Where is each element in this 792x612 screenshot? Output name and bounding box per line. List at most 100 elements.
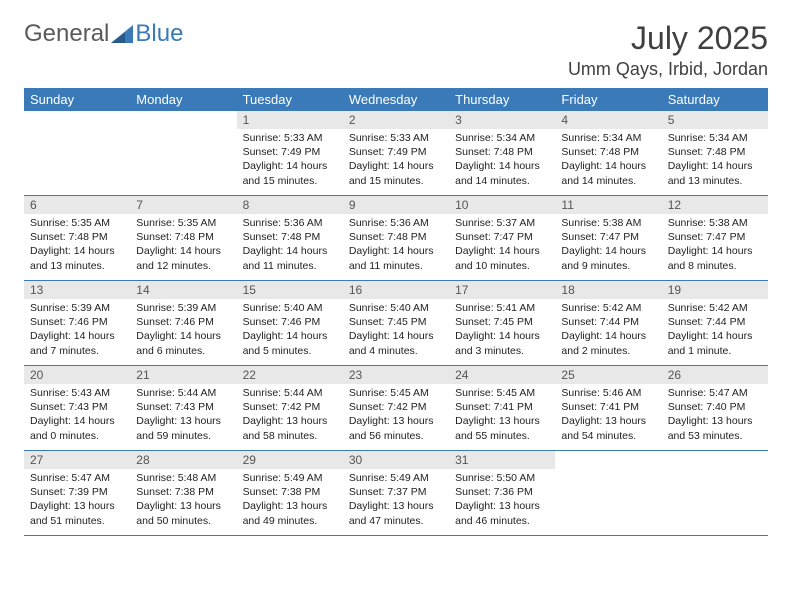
- daylight-text: Daylight: 14 hours and 5 minutes.: [243, 329, 337, 357]
- day-details: Sunrise: 5:43 AMSunset: 7:43 PMDaylight:…: [24, 384, 130, 447]
- day-number: 2: [343, 111, 449, 129]
- daylight-text: Daylight: 14 hours and 7 minutes.: [30, 329, 124, 357]
- calendar-cell: 5Sunrise: 5:34 AMSunset: 7:48 PMDaylight…: [662, 111, 768, 196]
- sunset-text: Sunset: 7:45 PM: [455, 315, 549, 329]
- day-details: Sunrise: 5:44 AMSunset: 7:43 PMDaylight:…: [130, 384, 236, 447]
- sunrise-text: Sunrise: 5:40 AM: [243, 301, 337, 315]
- daylight-text: Daylight: 13 hours and 58 minutes.: [243, 414, 337, 442]
- sunset-text: Sunset: 7:36 PM: [455, 485, 549, 499]
- day-number: 22: [237, 366, 343, 384]
- calendar-cell: 30Sunrise: 5:49 AMSunset: 7:37 PMDayligh…: [343, 451, 449, 536]
- day-number: 26: [662, 366, 768, 384]
- calendar-week-row: 1Sunrise: 5:33 AMSunset: 7:49 PMDaylight…: [24, 111, 768, 196]
- daylight-text: Daylight: 14 hours and 14 minutes.: [561, 159, 655, 187]
- sunrise-text: Sunrise: 5:42 AM: [561, 301, 655, 315]
- daylight-text: Daylight: 14 hours and 15 minutes.: [243, 159, 337, 187]
- sunset-text: Sunset: 7:48 PM: [30, 230, 124, 244]
- calendar-cell: 13Sunrise: 5:39 AMSunset: 7:46 PMDayligh…: [24, 281, 130, 366]
- day-details: Sunrise: 5:39 AMSunset: 7:46 PMDaylight:…: [24, 299, 130, 362]
- day-details: Sunrise: 5:40 AMSunset: 7:46 PMDaylight:…: [237, 299, 343, 362]
- sunrise-text: Sunrise: 5:39 AM: [30, 301, 124, 315]
- day-details: Sunrise: 5:34 AMSunset: 7:48 PMDaylight:…: [555, 129, 661, 192]
- day-details: Sunrise: 5:38 AMSunset: 7:47 PMDaylight:…: [555, 214, 661, 277]
- day-details: Sunrise: 5:36 AMSunset: 7:48 PMDaylight:…: [343, 214, 449, 277]
- daylight-text: Daylight: 14 hours and 15 minutes.: [349, 159, 443, 187]
- logo-text-1: General: [24, 20, 109, 48]
- daylight-text: Daylight: 14 hours and 4 minutes.: [349, 329, 443, 357]
- sunset-text: Sunset: 7:38 PM: [243, 485, 337, 499]
- day-number: 20: [24, 366, 130, 384]
- day-details: Sunrise: 5:50 AMSunset: 7:36 PMDaylight:…: [449, 469, 555, 532]
- sunrise-text: Sunrise: 5:38 AM: [561, 216, 655, 230]
- day-details: Sunrise: 5:45 AMSunset: 7:42 PMDaylight:…: [343, 384, 449, 447]
- day-number: 30: [343, 451, 449, 469]
- calendar-cell: [130, 111, 236, 196]
- sunrise-text: Sunrise: 5:44 AM: [136, 386, 230, 400]
- day-details: Sunrise: 5:46 AMSunset: 7:41 PMDaylight:…: [555, 384, 661, 447]
- sunset-text: Sunset: 7:49 PM: [349, 145, 443, 159]
- day-details: Sunrise: 5:33 AMSunset: 7:49 PMDaylight:…: [237, 129, 343, 192]
- logo: General Blue: [24, 20, 183, 48]
- calendar-cell: 18Sunrise: 5:42 AMSunset: 7:44 PMDayligh…: [555, 281, 661, 366]
- day-number: 5: [662, 111, 768, 129]
- day-number: 24: [449, 366, 555, 384]
- sunrise-text: Sunrise: 5:36 AM: [243, 216, 337, 230]
- day-details: Sunrise: 5:42 AMSunset: 7:44 PMDaylight:…: [662, 299, 768, 362]
- sunset-text: Sunset: 7:48 PM: [349, 230, 443, 244]
- weekday-header: Wednesday: [343, 88, 449, 111]
- sunset-text: Sunset: 7:40 PM: [668, 400, 762, 414]
- sunset-text: Sunset: 7:37 PM: [349, 485, 443, 499]
- sunrise-text: Sunrise: 5:33 AM: [243, 131, 337, 145]
- day-number: 28: [130, 451, 236, 469]
- calendar-cell: 9Sunrise: 5:36 AMSunset: 7:48 PMDaylight…: [343, 196, 449, 281]
- day-number: 11: [555, 196, 661, 214]
- day-number: 14: [130, 281, 236, 299]
- day-number: 1: [237, 111, 343, 129]
- weekday-header: Saturday: [662, 88, 768, 111]
- sunset-text: Sunset: 7:44 PM: [668, 315, 762, 329]
- sunset-text: Sunset: 7:47 PM: [668, 230, 762, 244]
- day-details: Sunrise: 5:33 AMSunset: 7:49 PMDaylight:…: [343, 129, 449, 192]
- calendar-cell: 7Sunrise: 5:35 AMSunset: 7:48 PMDaylight…: [130, 196, 236, 281]
- day-number: 18: [555, 281, 661, 299]
- calendar-cell: 8Sunrise: 5:36 AMSunset: 7:48 PMDaylight…: [237, 196, 343, 281]
- calendar-cell: 25Sunrise: 5:46 AMSunset: 7:41 PMDayligh…: [555, 366, 661, 451]
- page-title: July 2025: [568, 20, 768, 57]
- daylight-text: Daylight: 14 hours and 11 minutes.: [243, 244, 337, 272]
- day-number: 19: [662, 281, 768, 299]
- calendar-cell: [662, 451, 768, 536]
- daylight-text: Daylight: 14 hours and 9 minutes.: [561, 244, 655, 272]
- calendar-body: 1Sunrise: 5:33 AMSunset: 7:49 PMDaylight…: [24, 111, 768, 536]
- daylight-text: Daylight: 13 hours and 49 minutes.: [243, 499, 337, 527]
- weekday-header: Friday: [555, 88, 661, 111]
- sunrise-text: Sunrise: 5:37 AM: [455, 216, 549, 230]
- sunrise-text: Sunrise: 5:40 AM: [349, 301, 443, 315]
- weekday-header: Tuesday: [237, 88, 343, 111]
- day-details: Sunrise: 5:34 AMSunset: 7:48 PMDaylight:…: [662, 129, 768, 192]
- calendar-cell: 23Sunrise: 5:45 AMSunset: 7:42 PMDayligh…: [343, 366, 449, 451]
- daylight-text: Daylight: 13 hours and 53 minutes.: [668, 414, 762, 442]
- calendar-cell: 22Sunrise: 5:44 AMSunset: 7:42 PMDayligh…: [237, 366, 343, 451]
- daylight-text: Daylight: 14 hours and 8 minutes.: [668, 244, 762, 272]
- daylight-text: Daylight: 13 hours and 51 minutes.: [30, 499, 124, 527]
- daylight-text: Daylight: 14 hours and 2 minutes.: [561, 329, 655, 357]
- sunset-text: Sunset: 7:46 PM: [243, 315, 337, 329]
- day-details: Sunrise: 5:45 AMSunset: 7:41 PMDaylight:…: [449, 384, 555, 447]
- sunrise-text: Sunrise: 5:34 AM: [455, 131, 549, 145]
- calendar-cell: 24Sunrise: 5:45 AMSunset: 7:41 PMDayligh…: [449, 366, 555, 451]
- sunset-text: Sunset: 7:45 PM: [349, 315, 443, 329]
- day-details: Sunrise: 5:47 AMSunset: 7:39 PMDaylight:…: [24, 469, 130, 532]
- daylight-text: Daylight: 14 hours and 11 minutes.: [349, 244, 443, 272]
- calendar-cell: 4Sunrise: 5:34 AMSunset: 7:48 PMDaylight…: [555, 111, 661, 196]
- sunset-text: Sunset: 7:41 PM: [455, 400, 549, 414]
- sunrise-text: Sunrise: 5:47 AM: [668, 386, 762, 400]
- sunrise-text: Sunrise: 5:35 AM: [136, 216, 230, 230]
- sunrise-text: Sunrise: 5:47 AM: [30, 471, 124, 485]
- logo-text-2: Blue: [135, 20, 183, 48]
- calendar-cell: [24, 111, 130, 196]
- day-number: 6: [24, 196, 130, 214]
- weekday-header: Sunday: [24, 88, 130, 111]
- day-number: 21: [130, 366, 236, 384]
- day-details: Sunrise: 5:42 AMSunset: 7:44 PMDaylight:…: [555, 299, 661, 362]
- day-number: 4: [555, 111, 661, 129]
